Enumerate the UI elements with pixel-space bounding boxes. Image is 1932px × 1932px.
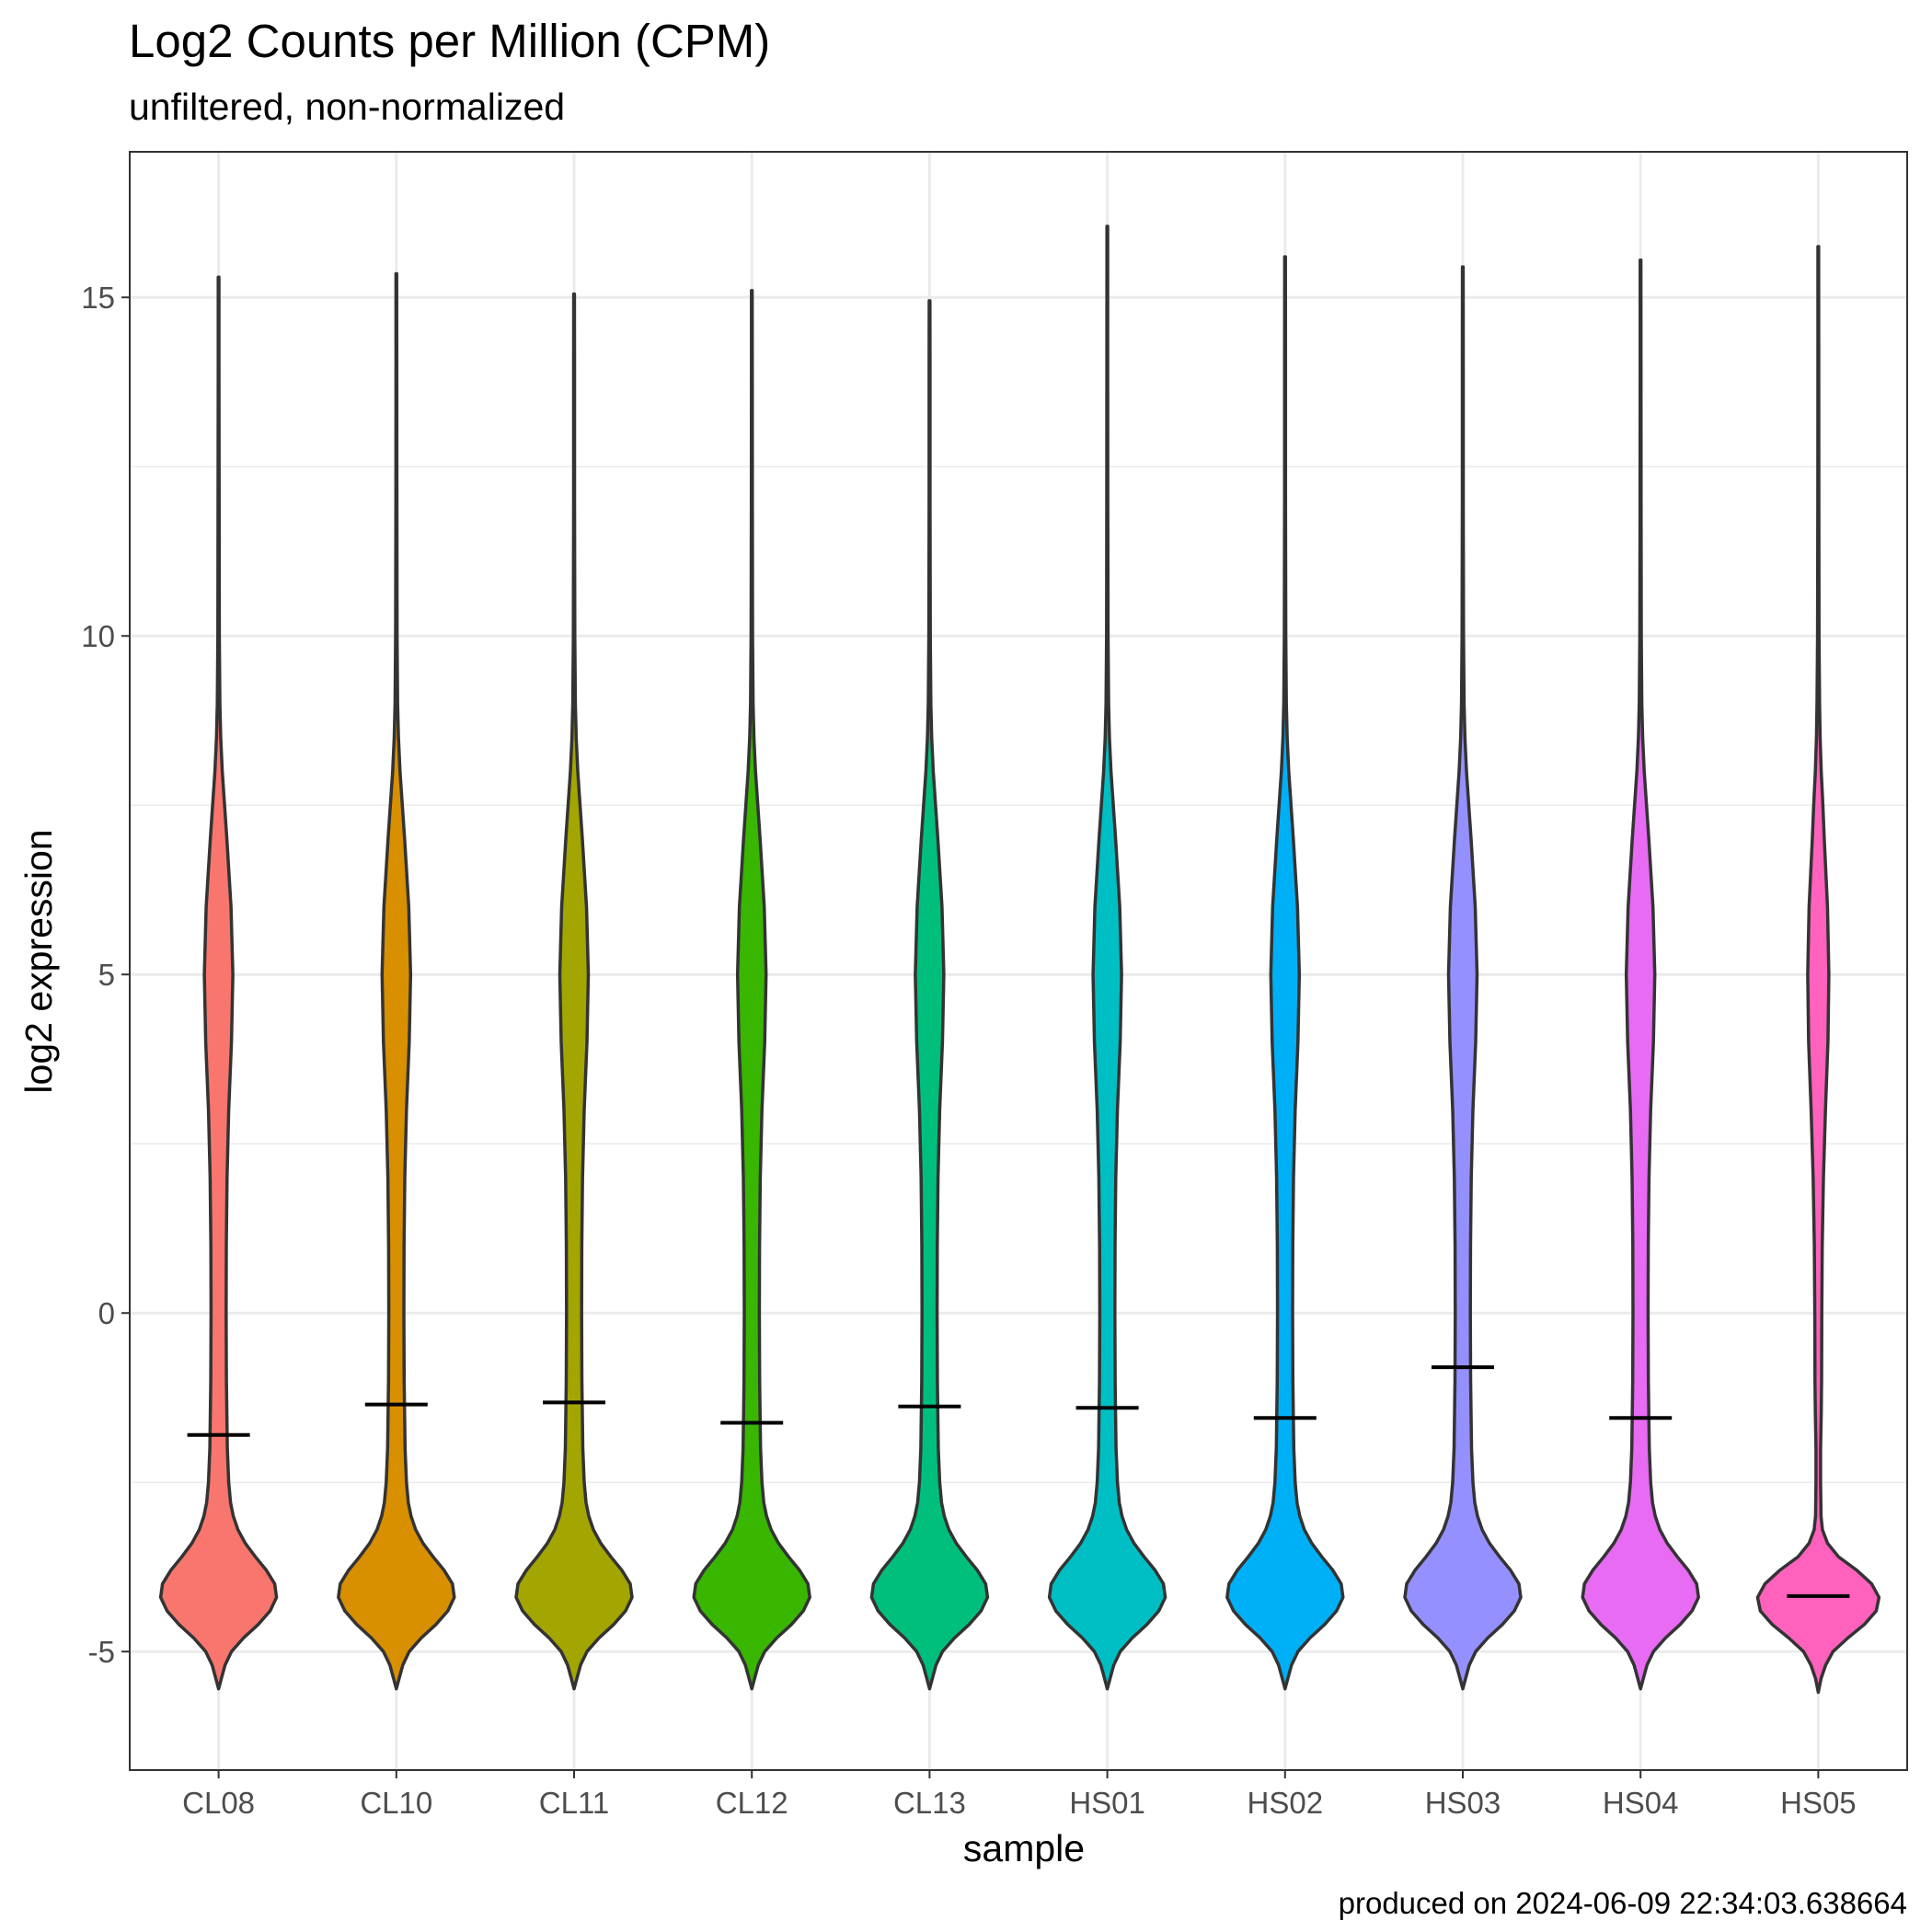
- x-tick-label: CL12: [716, 1786, 788, 1820]
- x-tick-label: HS03: [1425, 1786, 1501, 1820]
- violin-hs05: [1755, 245, 1881, 1695]
- x-tick-label: CL08: [182, 1786, 255, 1820]
- violin-cl11: [514, 292, 634, 1691]
- chart-title: Log2 Counts per Million (CPM): [129, 15, 770, 67]
- caption: produced on 2024-06-09 22:34:03.638664: [1339, 1886, 1907, 1920]
- plot-background: [130, 152, 1907, 1770]
- x-axis-title: sample: [963, 1827, 1085, 1869]
- violin-cl08: [158, 275, 279, 1691]
- minor-gridlines: [130, 466, 1907, 1483]
- violin-hs03: [1403, 265, 1523, 1691]
- violin-cl10: [337, 271, 456, 1691]
- x-tick-label: CL13: [893, 1786, 966, 1820]
- x-tick-label: HS02: [1248, 1786, 1324, 1820]
- violins: [158, 224, 1881, 1695]
- x-tick-label: HS01: [1069, 1786, 1145, 1820]
- violin-cl13: [869, 299, 990, 1691]
- x-tick-label: CL11: [539, 1786, 609, 1820]
- x-tick-label: HS04: [1603, 1786, 1679, 1820]
- median-markers: [187, 1365, 1850, 1598]
- y-tick-label: -5: [88, 1635, 115, 1669]
- x-tick-label: HS05: [1780, 1786, 1857, 1820]
- violin-hs02: [1225, 255, 1345, 1691]
- x-axis: CL08 CL10 CL11 CL12 CL13 HS01 HS02 HS03 HS04 HS05: [182, 1770, 1857, 1820]
- violin-cl12: [692, 289, 811, 1691]
- plot-border: [129, 151, 1908, 1771]
- x-tick-label: CL10: [360, 1786, 432, 1820]
- y-tick-label: 15: [81, 281, 115, 315]
- y-tick-label: 5: [98, 958, 115, 992]
- violin-hs04: [1581, 259, 1700, 1691]
- y-axis-title: log2 expression: [17, 829, 60, 1093]
- violin-hs01: [1047, 224, 1167, 1691]
- chart-subtitle: unfiltered, non-normalized: [129, 86, 565, 128]
- y-tick-label: 0: [98, 1296, 115, 1330]
- y-axis: -5 0 5 10 15: [81, 281, 130, 1669]
- y-tick-label: 10: [81, 619, 115, 653]
